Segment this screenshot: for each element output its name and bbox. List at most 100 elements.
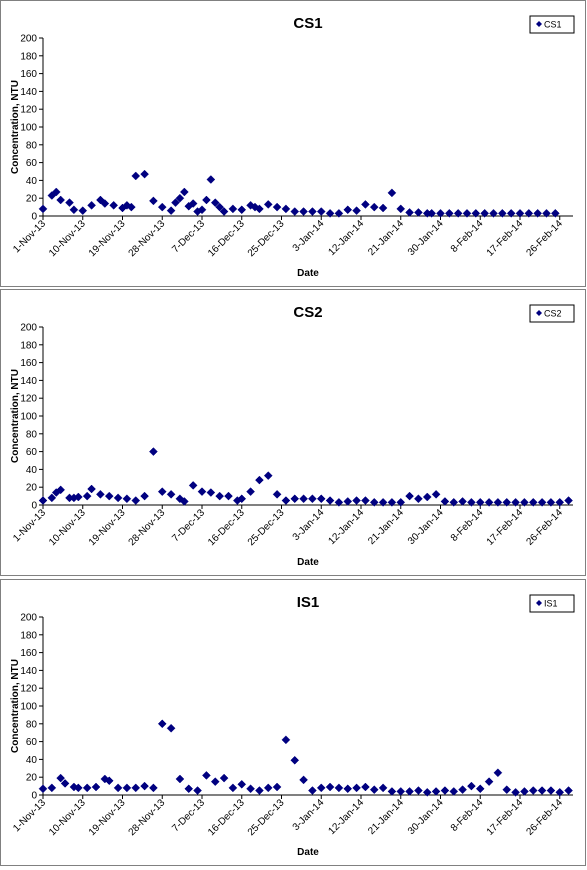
data-point (308, 494, 317, 504)
y-axis-label: Concentration, NTU (10, 80, 21, 174)
data-point (484, 777, 494, 787)
data-point (378, 203, 388, 213)
data-point (157, 202, 167, 212)
data-point (175, 774, 185, 784)
data-point (38, 784, 48, 794)
data-point (113, 493, 123, 503)
data-point (73, 783, 83, 793)
x-tick-label: 17-Feb-14 (485, 797, 526, 838)
data-point (325, 496, 335, 505)
legend: CS2 (529, 304, 575, 323)
x-tick-label: 30-Jan-14 (406, 507, 446, 547)
data-point (343, 784, 353, 794)
data-point (219, 773, 229, 783)
data-point (405, 787, 414, 796)
data-point (555, 497, 565, 507)
x-tick-label: 12-Jan-14 (327, 507, 367, 547)
data-point (405, 491, 414, 501)
data-point (126, 202, 136, 212)
data-point (475, 497, 485, 507)
data-point (422, 787, 432, 797)
data-point (202, 195, 211, 205)
data-point (122, 494, 132, 504)
y-tick-label: 100 (20, 412, 37, 423)
data-point (405, 208, 414, 217)
data-point (60, 779, 70, 788)
data-point (493, 768, 503, 778)
data-point (140, 169, 149, 179)
x-tick-label: 16-Dec-13 (206, 507, 247, 548)
x-tick-label: 12-Jan-14 (327, 797, 367, 837)
data-point (290, 755, 300, 765)
data-point (82, 783, 92, 793)
data-point (281, 204, 291, 214)
data-point (334, 783, 344, 793)
data-point (197, 487, 207, 497)
data-point (462, 208, 472, 218)
x-tick-label: 10-Nov-13 (47, 507, 88, 548)
y-tick-label: 180 (20, 630, 37, 641)
x-tick-label: 28-Nov-13 (127, 797, 168, 838)
chart-panel-cs1: CS1 Concentration, NTU Date 0 20 40 60 80 100 120… (0, 0, 586, 287)
data-point (467, 497, 476, 507)
x-tick-label: 8-Feb-14 (449, 218, 486, 255)
y-tick-label: 40 (26, 465, 38, 476)
data-point (193, 786, 202, 795)
data-point (352, 496, 361, 505)
y-tick-label: 40 (26, 755, 38, 766)
x-tick-label: 26-Feb-14 (524, 507, 565, 548)
y-tick-label: 180 (20, 51, 37, 62)
x-axis-label: Date (297, 847, 319, 858)
data-point (325, 782, 335, 792)
chart-title: IS1 (297, 594, 320, 611)
data-point (73, 492, 83, 502)
data-point (47, 493, 57, 503)
data-point (272, 782, 282, 792)
data-point (140, 491, 149, 501)
data-point (255, 475, 264, 485)
data-point (290, 494, 300, 504)
data-point (96, 489, 105, 499)
y-tick-label: 80 (26, 719, 38, 730)
data-point (104, 776, 114, 786)
data-point (537, 497, 547, 507)
data-point (378, 783, 388, 793)
data-point (237, 494, 247, 504)
data-point (131, 171, 141, 181)
data-point (550, 208, 560, 218)
data-point (484, 497, 494, 507)
data-point (542, 208, 551, 218)
y-tick-label: 20 (26, 194, 38, 205)
y-tick-label: 120 (20, 684, 37, 695)
data-point (157, 719, 167, 729)
data-point (506, 208, 516, 218)
legend-label: CS1 (544, 20, 562, 30)
data-point (431, 787, 441, 796)
data-point (149, 447, 158, 456)
legend-marker (536, 310, 542, 316)
data-point (414, 208, 423, 217)
data-point (56, 195, 66, 205)
data-point (113, 783, 123, 793)
data-point (440, 497, 450, 506)
data-point (449, 497, 459, 507)
data-point (467, 781, 476, 791)
y-tick-label: 0 (31, 212, 37, 223)
x-tick-label: 7-Dec-13 (170, 797, 207, 834)
chart-title: CS1 (293, 15, 322, 32)
data-point (414, 494, 423, 504)
data-point (528, 497, 538, 507)
data-point (215, 202, 225, 212)
x-tick-label: 26-Feb-14 (524, 797, 565, 838)
data-point (131, 496, 141, 505)
data-point (197, 205, 207, 215)
data-point (281, 496, 291, 505)
data-point (82, 491, 92, 501)
data-point (166, 489, 176, 499)
data-point (369, 202, 379, 212)
data-point (546, 786, 556, 795)
x-tick-label: 21-Jan-14 (366, 218, 406, 258)
data-point (325, 208, 335, 218)
y-tick-label: 40 (26, 176, 38, 187)
data-point (361, 496, 370, 505)
